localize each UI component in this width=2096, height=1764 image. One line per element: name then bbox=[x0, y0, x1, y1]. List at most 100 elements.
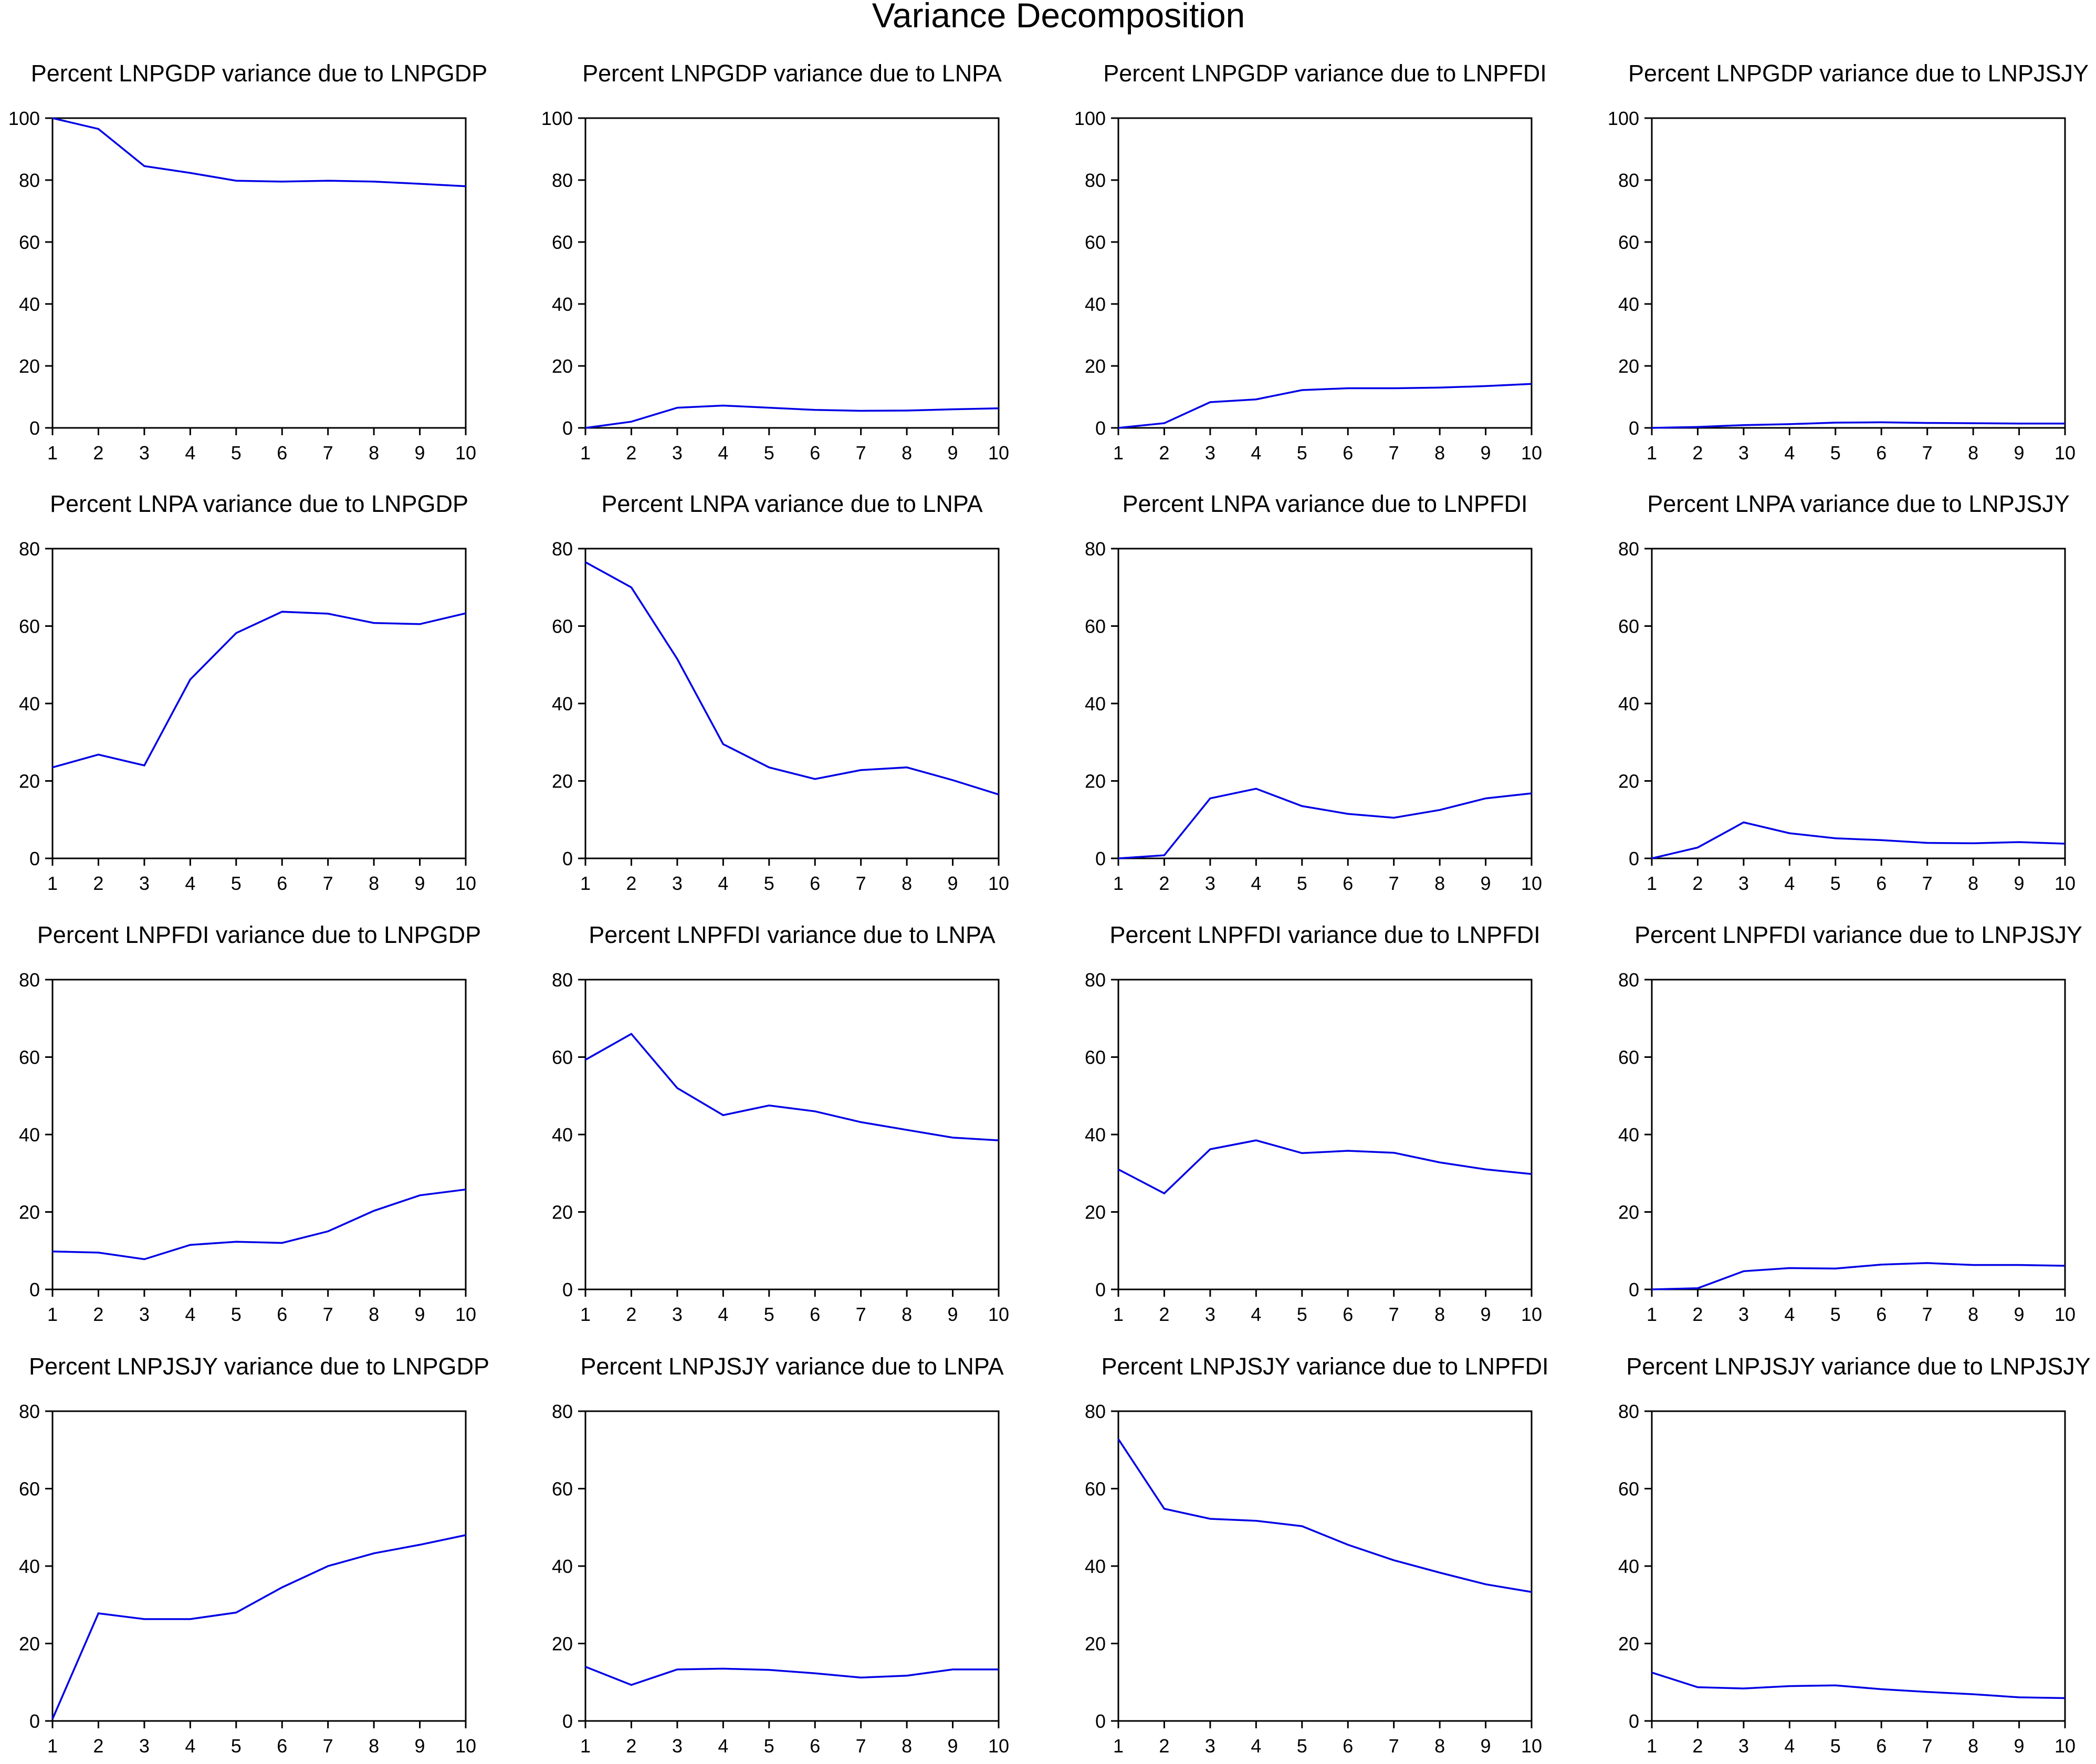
data-point bbox=[1651, 1288, 1653, 1290]
x-tick-label: 4 bbox=[1784, 873, 1795, 894]
y-tick-label: 60 bbox=[1618, 616, 1639, 637]
x-tick-label: 5 bbox=[231, 873, 242, 894]
data-point bbox=[1835, 1267, 1837, 1269]
y-tick-label: 80 bbox=[19, 969, 40, 991]
x-tick-label: 5 bbox=[231, 1304, 242, 1325]
x-tick-label: 10 bbox=[2055, 873, 2076, 894]
x-tick-label: 7 bbox=[323, 873, 333, 894]
series-line bbox=[1118, 383, 1532, 429]
data-point bbox=[860, 1121, 862, 1123]
panel-title: Percent LNPA variance due to LNPGDP bbox=[50, 490, 468, 517]
x-tick-label: 3 bbox=[139, 1304, 150, 1325]
panel-title: Percent LNPFDI variance due to LNPJSJY bbox=[1634, 921, 2082, 948]
data-point bbox=[860, 769, 862, 771]
x-tick-label: 10 bbox=[1521, 873, 1542, 894]
x-tick-label: 9 bbox=[948, 1304, 958, 1325]
data-point bbox=[1835, 837, 1837, 839]
data-point bbox=[281, 1587, 283, 1589]
chart-panel: Percent LNPFDI variance due to LNPFDI 0 20… bbox=[1085, 921, 1542, 1325]
series-line bbox=[585, 404, 999, 429]
x-tick-label: 7 bbox=[856, 873, 866, 894]
y-tick-label: 0 bbox=[562, 1279, 573, 1300]
series-line bbox=[1651, 1262, 2066, 1290]
data-point bbox=[1972, 842, 1974, 844]
y-tick-label: 80 bbox=[552, 1401, 573, 1422]
x-tick-label: 5 bbox=[1830, 1304, 1841, 1325]
x-tick-label: 5 bbox=[1297, 442, 1307, 464]
x-tick-label: 8 bbox=[369, 1304, 379, 1325]
data-point bbox=[906, 1675, 908, 1677]
chart-panel: Percent LNPGDP variance due to LNPFDI 0 20… bbox=[1074, 60, 1547, 464]
data-point bbox=[998, 793, 1000, 795]
y-tick-label: 60 bbox=[552, 616, 573, 637]
data-point bbox=[1117, 1438, 1119, 1440]
x-tick-label: 7 bbox=[1922, 873, 1933, 894]
x-tick-label: 6 bbox=[1343, 1304, 1353, 1325]
x-tick-label: 6 bbox=[277, 1735, 287, 1757]
series-line bbox=[52, 1188, 466, 1261]
x-tick-label: 5 bbox=[1297, 1735, 1307, 1757]
x-tick-label: 7 bbox=[1389, 1735, 1399, 1757]
data-point bbox=[1743, 821, 1745, 823]
y-tick-label: 80 bbox=[1618, 170, 1639, 191]
x-tick-label: 3 bbox=[672, 442, 683, 464]
x-tick-label: 2 bbox=[1159, 442, 1169, 464]
data-point bbox=[1485, 385, 1487, 387]
y-tick-label: 40 bbox=[1618, 1556, 1639, 1577]
x-tick-label: 4 bbox=[1251, 1304, 1261, 1325]
data-point bbox=[1347, 1544, 1349, 1546]
data-point bbox=[281, 1242, 283, 1244]
x-tick-label: 6 bbox=[810, 1735, 820, 1757]
data-point bbox=[906, 766, 908, 769]
data-point bbox=[1485, 797, 1487, 800]
data-point bbox=[584, 561, 586, 563]
chart-panel: Percent LNPGDP variance due to LNPGDP 0 20… bbox=[8, 60, 487, 464]
y-tick-label: 60 bbox=[552, 1478, 573, 1500]
data-point bbox=[1835, 422, 1837, 424]
x-tick-label: 5 bbox=[231, 1735, 242, 1757]
data-point bbox=[419, 1194, 421, 1196]
x-tick-label: 6 bbox=[1876, 1304, 1887, 1325]
data-point bbox=[97, 1612, 99, 1614]
data-point bbox=[998, 1668, 1000, 1671]
chart-panel: Percent LNPFDI variance due to LNPA 0 20 40… bbox=[552, 921, 1009, 1325]
y-tick-label: 60 bbox=[552, 232, 573, 253]
y-tick-label: 60 bbox=[19, 1478, 40, 1500]
x-tick-label: 9 bbox=[415, 1304, 425, 1325]
panel-title: Percent LNPGDP variance due to LNPFDI bbox=[1103, 60, 1547, 87]
x-tick-label: 2 bbox=[626, 1304, 636, 1325]
series-line bbox=[1118, 1139, 1532, 1195]
data-point bbox=[1485, 1583, 1487, 1586]
y-tick-label: 0 bbox=[1095, 1710, 1106, 1732]
x-tick-label: 2 bbox=[93, 442, 103, 464]
x-tick-label: 1 bbox=[1647, 1304, 1657, 1325]
x-tick-label: 5 bbox=[1830, 442, 1841, 464]
x-tick-label: 5 bbox=[1830, 873, 1841, 894]
x-tick-label: 3 bbox=[672, 1735, 683, 1757]
y-tick-label: 60 bbox=[19, 1047, 40, 1068]
data-point bbox=[1696, 1287, 1699, 1289]
y-tick-label: 80 bbox=[1085, 1401, 1106, 1422]
x-tick-label: 4 bbox=[718, 873, 728, 894]
y-tick-label: 20 bbox=[1085, 1202, 1106, 1223]
data-point bbox=[1651, 1672, 1653, 1674]
panel-title: Percent LNPGDP variance due to LNPA bbox=[582, 60, 1002, 87]
y-tick-label: 40 bbox=[1618, 1124, 1639, 1146]
x-tick-label: 8 bbox=[1434, 442, 1445, 464]
x-tick-label: 1 bbox=[580, 1735, 591, 1757]
y-tick-label: 0 bbox=[562, 417, 573, 439]
x-tick-label: 9 bbox=[1481, 873, 1491, 894]
data-point bbox=[1117, 857, 1119, 859]
x-tick-label: 7 bbox=[1922, 1304, 1933, 1325]
data-point bbox=[584, 1059, 586, 1061]
x-tick-label: 2 bbox=[626, 873, 636, 894]
data-point bbox=[722, 1114, 724, 1116]
data-point bbox=[235, 180, 237, 182]
x-tick-label: 4 bbox=[718, 1304, 728, 1325]
chart-panel: Percent LNPJSJY variance due to LNPA 0 20 4… bbox=[552, 1353, 1009, 1757]
y-tick-label: 40 bbox=[19, 693, 40, 715]
data-point bbox=[630, 1033, 632, 1035]
y-tick-label: 80 bbox=[1085, 170, 1106, 191]
series-line bbox=[1117, 1438, 1532, 1593]
